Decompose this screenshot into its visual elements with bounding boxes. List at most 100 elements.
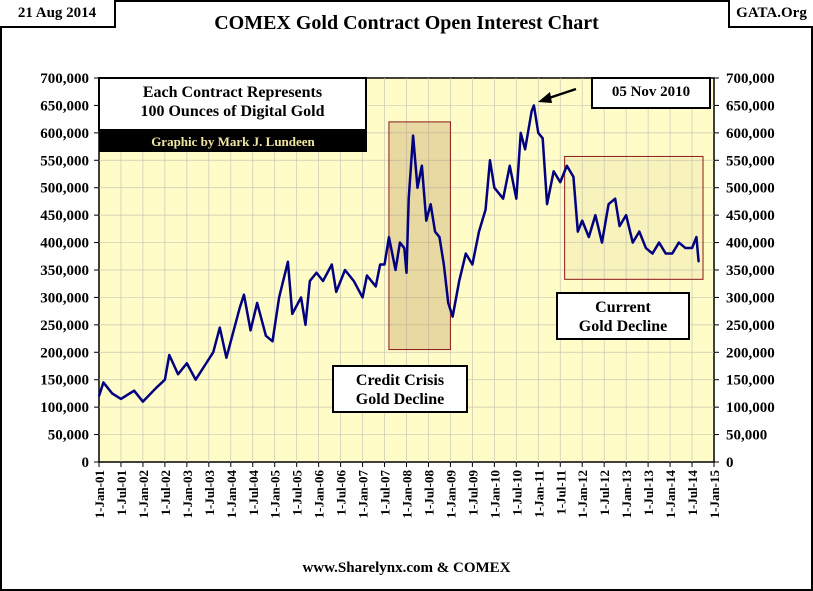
current-decline-label-text: Current [595, 299, 651, 316]
x-tick-label: 1-Jan-12 [575, 470, 590, 518]
x-tick-label: 1-Jul-03 [202, 470, 217, 516]
y-tick-label-right: 300,000 [726, 290, 775, 306]
data-point [546, 203, 548, 205]
data-point [155, 387, 157, 389]
data-point [238, 307, 241, 310]
peak-date-box [591, 77, 711, 109]
y-tick-label-right: 0 [726, 455, 734, 471]
arrow-shaft [545, 87, 577, 101]
data-point [684, 247, 687, 249]
data-point [572, 175, 575, 178]
data-point [186, 362, 188, 365]
y-tick-label-left: 600,000 [40, 126, 89, 142]
data-point [524, 148, 526, 151]
data-point [394, 269, 397, 271]
data-point [212, 351, 215, 354]
y-tick-label-left: 450,000 [40, 208, 89, 224]
contract-note-text: Each Contract Represents [143, 84, 322, 101]
y-tick-label-right: 500,000 [726, 181, 775, 197]
x-tick-label: 1-Jul-10 [509, 470, 524, 516]
data-point [658, 241, 660, 244]
data-point [601, 241, 603, 244]
data-point [344, 269, 346, 271]
y-tick-label-right: 600,000 [726, 126, 775, 142]
x-tick-label: 1-Jul-12 [597, 470, 612, 516]
data-point [614, 197, 616, 200]
y-tick-label-right: 200,000 [726, 345, 775, 361]
data-point [425, 219, 428, 222]
open-interest-line [97, 104, 700, 403]
current-decline-box [564, 155, 704, 280]
data-point [229, 340, 232, 343]
x-tick-label: 1-Jul-01 [114, 470, 129, 516]
data-point [530, 110, 533, 112]
data-point [421, 164, 423, 167]
source-label: www.Sharelynx.com & COMEX [302, 560, 511, 576]
credit-text: Graphic by Mark J. Lundeen [151, 134, 315, 149]
data-point [559, 181, 562, 184]
data-point [412, 134, 414, 137]
x-tick-label: 1-Jan-10 [487, 470, 502, 518]
x-tick-label: 1-Jul-02 [158, 470, 173, 516]
data-point [399, 241, 401, 244]
x-tick-label: 1-Jan-04 [224, 470, 239, 519]
data-point [434, 230, 436, 233]
x-tick-label: 1-Jan-06 [312, 470, 327, 519]
x-tick-label: 1-Jan-13 [619, 470, 634, 519]
x-tick-label: 1-Jul-05 [290, 470, 305, 516]
data-point [403, 247, 406, 249]
data-point [465, 252, 467, 255]
data-point [300, 296, 302, 299]
data-point [194, 378, 197, 381]
data-point [142, 400, 144, 403]
data-point [219, 326, 221, 329]
current-decline-label-box [556, 292, 690, 340]
data-point [451, 315, 454, 318]
y-tick-label-right: 700,000 [726, 71, 775, 87]
date-label: 21 Aug 2014 [0, 0, 116, 28]
data-point [352, 280, 355, 282]
y-tick-label-right: 400,000 [726, 236, 775, 252]
x-tick-label: 1-Jan-01 [92, 470, 107, 518]
data-point [361, 296, 364, 299]
data-point [271, 340, 274, 343]
data-point [664, 252, 667, 255]
credit-crisis-label-text: Credit Crisis [356, 372, 444, 389]
x-tick-label: 1-Jul-04 [246, 470, 261, 516]
data-point [519, 132, 522, 134]
x-tick-label: 1-Jan-08 [400, 470, 415, 519]
y-tick-label-left: 650,000 [40, 98, 89, 114]
data-point [225, 356, 228, 359]
data-point [484, 208, 487, 211]
y-tick-label-left: 550,000 [40, 153, 89, 169]
data-point [533, 104, 535, 107]
data-point [429, 203, 432, 205]
contract-note-box [98, 77, 367, 131]
x-tick-label: 1-Jul-07 [378, 470, 393, 516]
data-point [407, 197, 410, 200]
y-tick-label-left: 50,000 [48, 428, 89, 444]
data-point [111, 392, 113, 395]
x-tick-label: 1-Jan-02 [136, 470, 151, 518]
data-point [243, 293, 245, 296]
data-point [98, 395, 100, 397]
x-tick-label: 1-Jan-05 [268, 470, 283, 519]
x-tick-label: 1-Jan-15 [707, 470, 722, 519]
data-point [405, 271, 408, 274]
x-tick-label: 1-Jan-03 [180, 470, 195, 519]
data-point [443, 263, 445, 266]
data-point [695, 236, 698, 238]
y-tick-label-right: 550,000 [726, 153, 775, 169]
y-tick-label-left: 700,000 [40, 71, 89, 87]
credit-crisis-label-text: Gold Decline [356, 391, 444, 408]
y-tick-label-left: 250,000 [40, 318, 89, 334]
data-point [588, 236, 590, 238]
data-point [537, 132, 540, 134]
data-point [566, 164, 568, 167]
data-point [438, 236, 441, 238]
x-tick-label: 1-Jan-11 [531, 470, 546, 518]
data-point [374, 285, 377, 288]
